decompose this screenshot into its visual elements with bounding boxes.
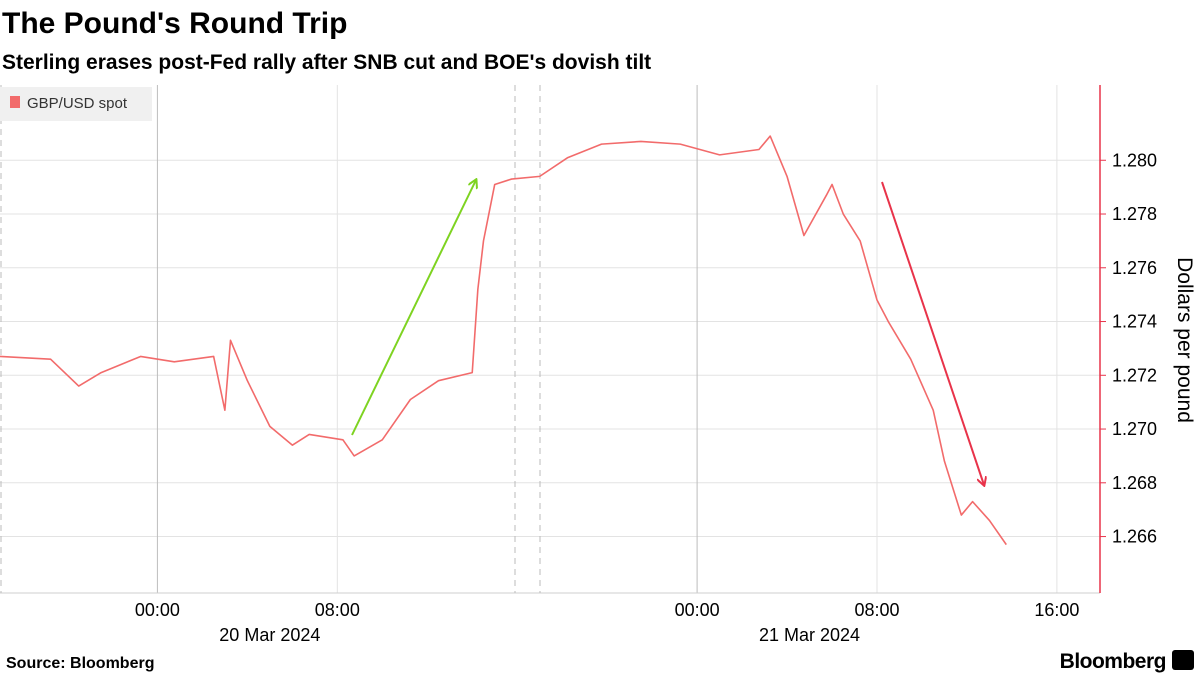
y-tick-label: 1.268 [1112, 473, 1157, 493]
y-tick-label: 1.272 [1112, 365, 1157, 385]
x-date-label: 20 Mar 2024 [219, 625, 320, 645]
y-tick-label: 1.278 [1112, 204, 1157, 224]
legend-box [0, 87, 152, 121]
x-date-label: 21 Mar 2024 [759, 625, 860, 645]
x-tick-label: 08:00 [854, 600, 899, 620]
legend-swatch [10, 96, 20, 108]
logo-icon [1172, 650, 1194, 670]
annotation-arrow [351, 180, 476, 436]
y-tick-label: 1.270 [1112, 419, 1157, 439]
x-tick-label: 00:00 [135, 600, 180, 620]
legend-label: GBP/USD spot [27, 95, 128, 112]
annotation-arrow [881, 181, 984, 485]
y-axis-title: Dollars per pound [1173, 257, 1196, 423]
y-tick-label: 1.280 [1112, 150, 1157, 170]
series-line [0, 135, 1007, 546]
x-tick-label: 16:00 [1034, 600, 1079, 620]
plot [0, 135, 1007, 546]
grid [0, 85, 1106, 594]
chart-subtitle: Sterling erases post-Fed rally after SNB… [2, 51, 651, 74]
y-tick-label: 1.266 [1112, 527, 1157, 547]
source: Source: Bloomberg [6, 655, 154, 672]
x-tick-label: 00:00 [675, 600, 720, 620]
x-tick-label: 08:00 [315, 600, 360, 620]
y-tick-label: 1.276 [1112, 258, 1157, 278]
y-tick-label: 1.274 [1112, 312, 1157, 332]
chart-title: The Pound's Round Trip [2, 7, 347, 40]
logo: Bloomberg [1060, 650, 1166, 673]
